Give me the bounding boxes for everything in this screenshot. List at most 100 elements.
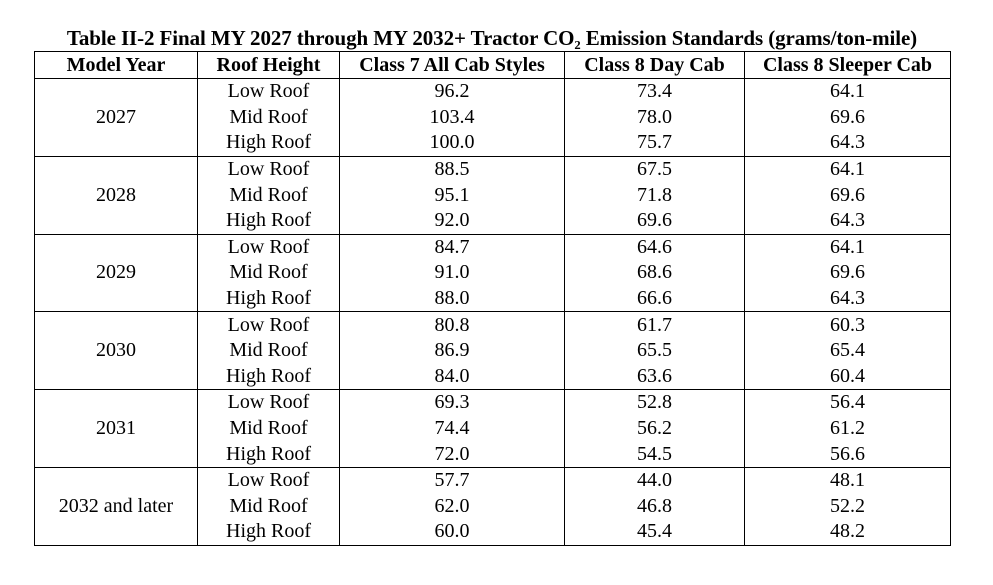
class8-sleeper-cab-value-cell: 64.1 [744, 233, 951, 261]
model-year-cell: 2029 [34, 233, 198, 313]
class7-value-cell: 72.0 [339, 441, 565, 468]
table-row: High Roof 92.0 69.6 64.3 [35, 207, 951, 235]
class8-day-cab-value-cell: 66.6 [564, 285, 745, 313]
header-roof-height: Roof Height [197, 51, 340, 79]
class8-day-cab-value-cell: 46.8 [564, 493, 745, 520]
table-row: Mid Roof 74.4 56.2 61.2 [35, 415, 951, 442]
class8-sleeper-cab-value-cell: 69.6 [744, 104, 951, 131]
class8-day-cab-value-cell: 61.7 [564, 311, 745, 338]
emission-standards-table: Model Year Roof Height Class 7 All Cab S… [34, 51, 951, 546]
model-year-cell: 2027 [34, 78, 198, 157]
roof-height-cell: High Roof [197, 519, 340, 546]
class8-sleeper-cab-value-cell: 52.2 [744, 493, 951, 520]
class8-sleeper-cab-value-cell: 48.2 [744, 519, 951, 546]
class7-value-cell: 95.1 [339, 182, 565, 208]
table-row: Mid Roof 95.1 71.8 69.6 [35, 182, 951, 208]
class7-value-cell: 92.0 [339, 207, 565, 235]
class7-value-cell: 88.0 [339, 285, 565, 313]
table-row: 2031 Low Roof 69.3 52.8 56.4 [34, 389, 951, 468]
class8-day-cab-value-cell: 67.5 [564, 155, 745, 183]
roof-height-cell: High Roof [197, 285, 340, 313]
class7-value-cell: 62.0 [339, 493, 565, 520]
model-year-cell: 2030 [34, 311, 198, 391]
roof-height-cell: Mid Roof [197, 182, 340, 208]
table-row: High Roof 60.0 45.4 48.2 [35, 519, 951, 546]
roof-height-cell: Low Roof [197, 389, 340, 416]
class8-sleeper-cab-value-cell: 69.6 [744, 182, 951, 208]
class7-value-cell: 88.5 [339, 155, 565, 183]
class8-day-cab-value-cell: 63.6 [564, 363, 745, 391]
class8-sleeper-cab-value-cell: 48.1 [744, 466, 951, 494]
class8-day-cab-value-cell: 68.6 [564, 260, 745, 286]
class8-day-cab-value-cell: 44.0 [564, 466, 745, 494]
class7-value-cell: 84.7 [339, 233, 565, 261]
class8-sleeper-cab-value-cell: 60.3 [744, 311, 951, 338]
class7-value-cell: 60.0 [339, 519, 565, 546]
roof-height-cell: Low Roof [197, 155, 340, 183]
class7-value-cell: 100.0 [339, 130, 565, 157]
roof-height-cell: Mid Roof [197, 493, 340, 520]
roof-height-cell: High Roof [197, 130, 340, 157]
class8-sleeper-cab-value-cell: 64.1 [744, 155, 951, 183]
class8-day-cab-value-cell: 73.4 [564, 77, 745, 105]
roof-height-cell: Low Roof [197, 77, 340, 105]
roof-height-cell: Mid Roof [197, 337, 340, 364]
roof-height-cell: Mid Roof [197, 104, 340, 131]
class8-sleeper-cab-value-cell: 56.4 [744, 389, 951, 416]
roof-height-cell: Low Roof [197, 233, 340, 261]
class8-sleeper-cab-value-cell: 65.4 [744, 337, 951, 364]
table-row: 2028 Low Roof 88.5 67.5 64.1 [34, 155, 951, 235]
model-year-cell: 2028 [34, 155, 198, 235]
class7-value-cell: 80.8 [339, 311, 565, 338]
class8-day-cab-value-cell: 71.8 [564, 182, 745, 208]
header-class8-day-cab: Class 8 Day Cab [564, 51, 745, 79]
header-model-year: Model Year [34, 51, 198, 79]
class8-day-cab-value-cell: 56.2 [564, 415, 745, 442]
class8-sleeper-cab-value-cell: 64.1 [744, 77, 951, 105]
class8-sleeper-cab-value-cell: 64.3 [744, 130, 951, 157]
class8-day-cab-value-cell: 65.5 [564, 337, 745, 364]
table-row: High Roof 88.0 66.6 64.3 [35, 285, 951, 313]
roof-height-cell: Low Roof [197, 311, 340, 338]
table-row: Mid Roof 91.0 68.6 69.6 [35, 260, 951, 286]
class7-value-cell: 57.7 [339, 466, 565, 494]
class8-sleeper-cab-value-cell: 61.2 [744, 415, 951, 442]
class8-day-cab-value-cell: 52.8 [564, 389, 745, 416]
model-year-cell: 2032 and later [34, 466, 198, 546]
table-row: 2032 and later Low Roof 57.7 44.0 48.1 [34, 466, 951, 546]
class7-value-cell: 84.0 [339, 363, 565, 391]
roof-height-cell: Mid Roof [197, 415, 340, 442]
model-year-cell: 2031 [34, 389, 198, 468]
class8-day-cab-value-cell: 75.7 [564, 130, 745, 157]
class7-value-cell: 69.3 [339, 389, 565, 416]
header-class7-all-cab: Class 7 All Cab Styles [339, 51, 565, 79]
roof-height-cell: High Roof [197, 207, 340, 235]
class8-day-cab-value-cell: 54.5 [564, 441, 745, 468]
roof-height-cell: Low Roof [197, 466, 340, 494]
table-row: 2027 Low Roof 96.2 73.4 64.1 [34, 77, 951, 157]
class8-sleeper-cab-value-cell: 64.3 [744, 285, 951, 313]
table-row: 2030 Low Roof 80.8 61.7 60.3 [34, 311, 951, 391]
class8-day-cab-value-cell: 69.6 [564, 207, 745, 235]
roof-height-cell: Mid Roof [197, 260, 340, 286]
header-class8-sleeper-cab: Class 8 Sleeper Cab [744, 51, 951, 79]
class7-value-cell: 91.0 [339, 260, 565, 286]
class7-value-cell: 96.2 [339, 77, 565, 105]
class8-day-cab-value-cell: 64.6 [564, 233, 745, 261]
class8-sleeper-cab-value-cell: 64.3 [744, 207, 951, 235]
class8-day-cab-value-cell: 78.0 [564, 104, 745, 131]
class8-sleeper-cab-value-cell: 60.4 [744, 363, 951, 391]
table-title: Table II-2 Final MY 2027 through MY 2032… [66, 26, 918, 50]
class7-value-cell: 86.9 [339, 337, 565, 364]
class8-day-cab-value-cell: 45.4 [564, 519, 745, 546]
table-row: 2029 Low Roof 84.7 64.6 64.1 [34, 233, 951, 313]
class7-value-cell: 74.4 [339, 415, 565, 442]
header-row: Model Year Roof Height Class 7 All Cab S… [34, 51, 951, 79]
roof-height-cell: High Roof [197, 441, 340, 468]
roof-height-cell: High Roof [197, 363, 340, 391]
class8-sleeper-cab-value-cell: 69.6 [744, 260, 951, 286]
table-row: Mid Roof 62.0 46.8 52.2 [35, 493, 951, 520]
table-row: Mid Roof 103.4 78.0 69.6 [35, 104, 951, 131]
class8-sleeper-cab-value-cell: 56.6 [744, 441, 951, 468]
class7-value-cell: 103.4 [339, 104, 565, 131]
